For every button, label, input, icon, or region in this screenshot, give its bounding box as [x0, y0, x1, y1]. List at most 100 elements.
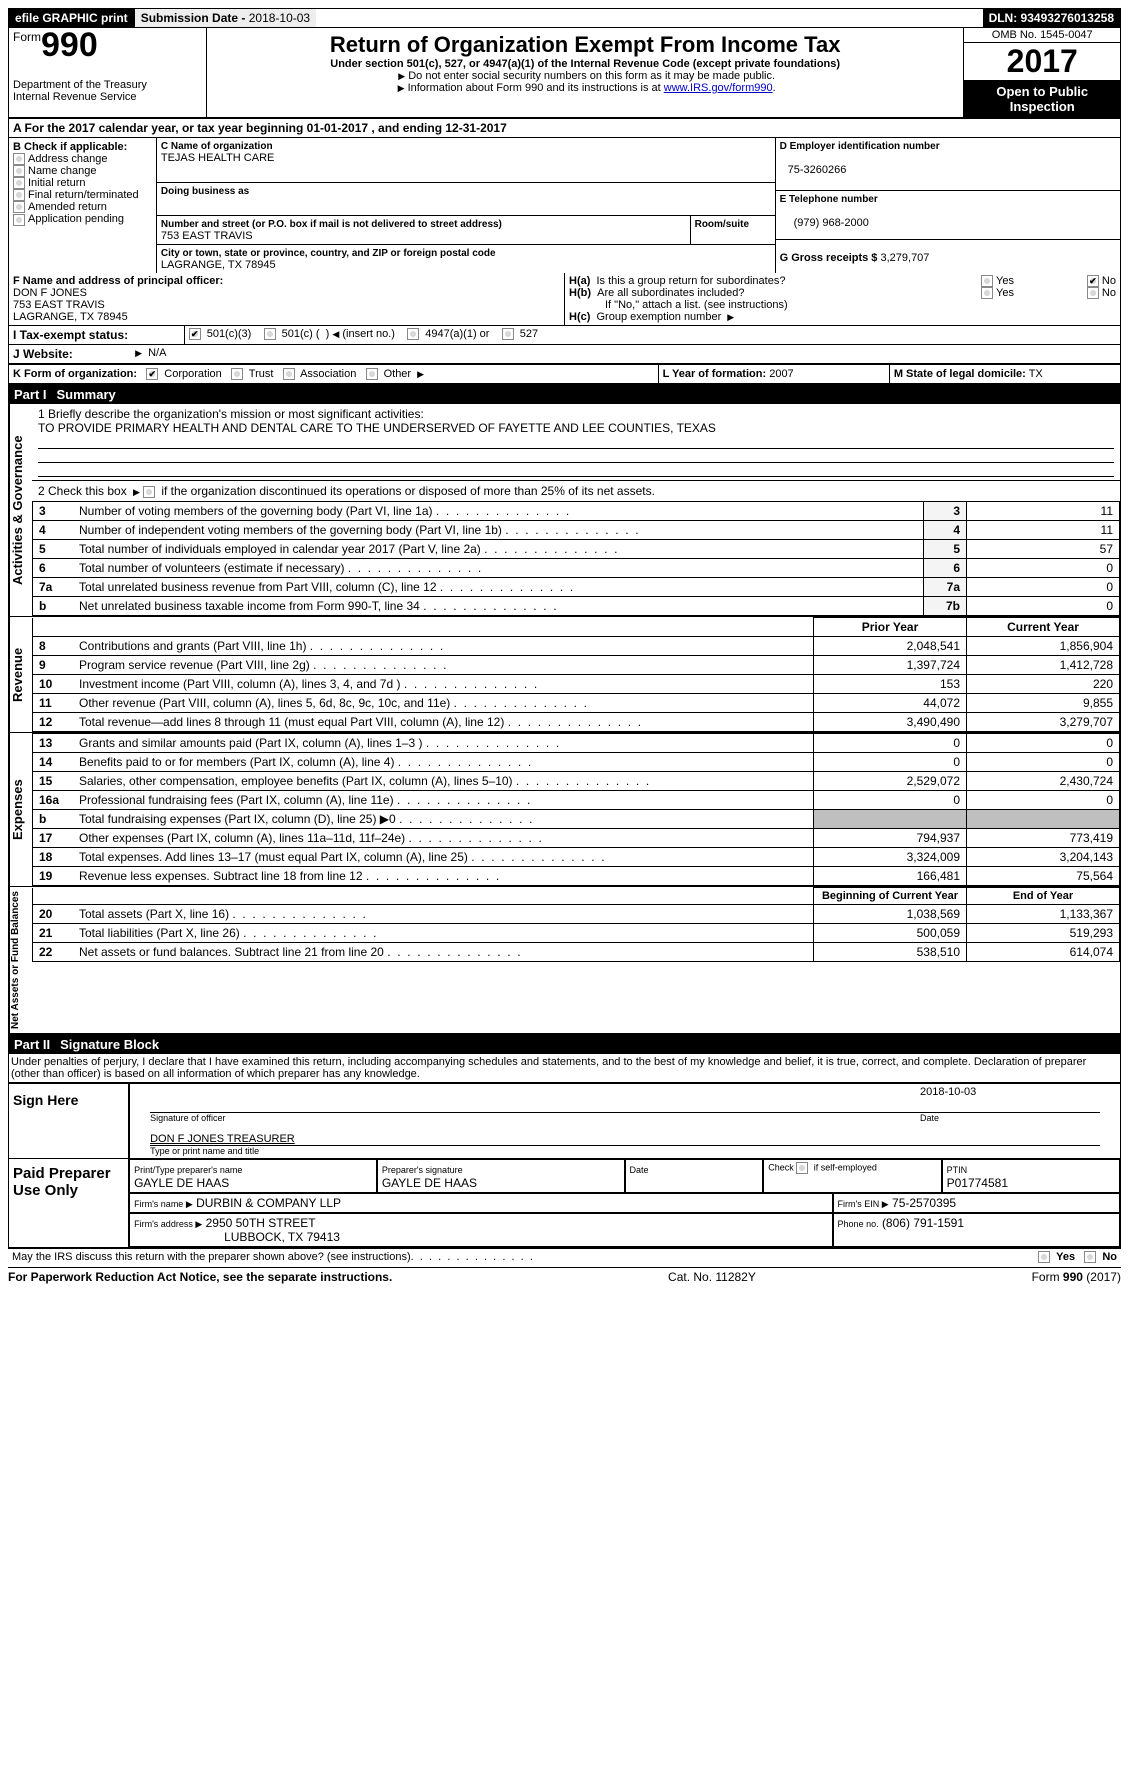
firm-addr2: LUBBOCK, TX 79413: [134, 1230, 340, 1244]
table-row: 18Total expenses. Add lines 13–17 (must …: [33, 848, 1120, 867]
table-row: 11Other revenue (Part VIII, column (A), …: [33, 694, 1120, 713]
part1-header: Part I Summary: [8, 385, 1121, 404]
chk-4947[interactable]: [407, 328, 419, 340]
chk-self-employed[interactable]: [796, 1162, 808, 1174]
chk-name-change[interactable]: Name change: [13, 165, 152, 177]
table-row: 19Revenue less expenses. Subtract line 1…: [33, 867, 1120, 886]
hb-no[interactable]: No: [1087, 287, 1116, 299]
officer-name: DON F JONES: [13, 287, 87, 299]
chk-initial-return[interactable]: Initial return: [13, 177, 152, 189]
chk-501c3[interactable]: [189, 328, 201, 340]
chk-corp[interactable]: [146, 368, 158, 380]
chk-final-return[interactable]: Final return/terminated: [13, 189, 152, 201]
discuss-row: May the IRS discuss this return with the…: [8, 1248, 1121, 1265]
tab-expenses: Expenses: [9, 733, 32, 886]
i-label: I Tax-exempt status:: [9, 326, 185, 344]
form-title: Return of Organization Exempt From Incom…: [215, 32, 956, 58]
website: N/A: [145, 347, 166, 359]
e-label: E Telephone number: [780, 194, 878, 205]
discuss-yes[interactable]: [1038, 1251, 1050, 1263]
table-row: 8Contributions and grants (Part VIII, li…: [33, 637, 1120, 656]
dba-label: Doing business as: [161, 186, 249, 197]
firm-ein: 75-2570395: [892, 1196, 956, 1210]
part2-header: Part II Signature Block: [8, 1035, 1121, 1054]
b-label: B Check if applicable:: [13, 141, 152, 153]
firm-addr1: 2950 50TH STREET: [206, 1216, 316, 1230]
table-row: bNet unrelated business taxable income f…: [33, 597, 1120, 616]
paid-preparer-label: Paid Preparer Use Only: [9, 1159, 128, 1247]
sign-here-label: Sign Here: [9, 1084, 128, 1158]
ha-no[interactable]: No: [1087, 275, 1116, 287]
ptin-label: PTIN: [947, 1165, 968, 1175]
room-label: Room/suite: [695, 219, 749, 230]
row-j: J Website: N/A: [8, 345, 1121, 365]
org-city: LAGRANGE, TX 78945: [161, 259, 276, 271]
type-name-label: Type or print name and title: [150, 1146, 1100, 1156]
expenses-section: Expenses 13Grants and similar amounts pa…: [8, 733, 1121, 887]
table-row: 13Grants and similar amounts paid (Part …: [33, 734, 1120, 753]
l1-label: 1 Briefly describe the organization's mi…: [38, 407, 424, 421]
revenue-section: Revenue Prior Year Current Year 8Contrib…: [8, 617, 1121, 733]
chk-501c[interactable]: [264, 328, 276, 340]
chk-application-pending[interactable]: Application pending: [13, 213, 152, 225]
chk-amended-return[interactable]: Amended return: [13, 201, 152, 213]
top-bar: efile GRAPHIC print Submission Date - 20…: [8, 8, 1121, 28]
m-label: M State of legal domicile:: [894, 368, 1026, 380]
table-row: 12Total revenue—add lines 8 through 11 (…: [33, 713, 1120, 732]
tab-activities: Activities & Governance: [9, 404, 32, 616]
table-row: 16aProfessional fundraising fees (Part I…: [33, 791, 1120, 810]
chk-trust[interactable]: [231, 368, 243, 380]
k-label: K Form of organization:: [13, 368, 137, 380]
table-row: 9Program service revenue (Part VIII, lin…: [33, 656, 1120, 675]
ha-yes[interactable]: Yes: [981, 275, 1014, 287]
efile-badge: efile GRAPHIC print: [9, 9, 134, 27]
phone-label: Phone no.: [838, 1219, 879, 1229]
firm-name: DURBIN & COMPANY LLP: [196, 1196, 341, 1210]
hdr-beginning-year: Beginning of Current Year: [814, 888, 967, 905]
table-row: 14Benefits paid to or for members (Part …: [33, 753, 1120, 772]
g-label: G Gross receipts $: [780, 252, 878, 264]
officer-city: LAGRANGE, TX 78945: [13, 311, 128, 323]
street-label: Number and street (or P.O. box if mail i…: [161, 219, 502, 230]
activities-governance: Activities & Governance 1 Briefly descri…: [8, 404, 1121, 617]
perjury-statement: Under penalties of perjury, I declare th…: [8, 1054, 1121, 1082]
table-row: 17Other expenses (Part IX, column (A), l…: [33, 829, 1120, 848]
chk-assoc[interactable]: [283, 368, 295, 380]
chk-other[interactable]: [366, 368, 378, 380]
l-label: L Year of formation:: [663, 368, 767, 380]
page-footer: For Paperwork Reduction Act Notice, see …: [8, 1267, 1121, 1284]
form-number: 990: [41, 26, 98, 64]
officer-street: 753 EAST TRAVIS: [13, 299, 105, 311]
hb-note: If "No," attach a list. (see instruction…: [569, 299, 1116, 311]
hdr-current-year: Current Year: [967, 618, 1120, 637]
table-row: 22Net assets or fund balances. Subtract …: [33, 943, 1120, 962]
prep-sig: GAYLE DE HAAS: [382, 1176, 477, 1190]
l2-label: 2 Check this box: [38, 484, 130, 498]
table-row: 4Number of independent voting members of…: [33, 521, 1120, 540]
entity-block: B Check if applicable: Address change Na…: [8, 138, 1121, 273]
officer-group-block: F Name and address of principal officer:…: [8, 273, 1121, 326]
chk-discontinued[interactable]: [143, 486, 155, 498]
table-row: 3Number of voting members of the governi…: [33, 502, 1120, 521]
hb-yes[interactable]: Yes: [981, 287, 1014, 299]
form-header: Form990 Department of the Treasury Inter…: [8, 28, 1121, 119]
org-name: TEJAS HEALTH CARE: [161, 152, 275, 164]
firm-name-label: Firm's name ▶: [134, 1199, 193, 1209]
gross-receipts: 3,279,707: [880, 252, 929, 264]
revenue-table: Prior Year Current Year 8Contributions a…: [32, 617, 1120, 732]
prep-name-label: Print/Type preparer's name: [134, 1165, 242, 1175]
firm-phone: (806) 791-1591: [882, 1216, 964, 1230]
row-i: I Tax-exempt status: 501(c)(3) 501(c) ( …: [8, 326, 1121, 345]
tax-year: 2017: [964, 43, 1120, 81]
omb-number: OMB No. 1545-0047: [964, 28, 1120, 43]
discuss-no[interactable]: [1084, 1251, 1096, 1263]
chk-address-change[interactable]: Address change: [13, 153, 152, 165]
state-domicile: TX: [1029, 368, 1043, 380]
header-note-1: Do not enter social security numbers on …: [408, 70, 775, 82]
irs-link[interactable]: www.IRS.gov/form990: [664, 82, 773, 94]
chk-527[interactable]: [502, 328, 514, 340]
line-a: A For the 2017 calendar year, or tax yea…: [8, 119, 1121, 138]
row-klm: K Form of organization: Corporation Trus…: [8, 365, 1121, 385]
l2-suffix: if the organization discontinued its ope…: [161, 484, 655, 498]
f-label: F Name and address of principal officer:: [13, 275, 223, 287]
